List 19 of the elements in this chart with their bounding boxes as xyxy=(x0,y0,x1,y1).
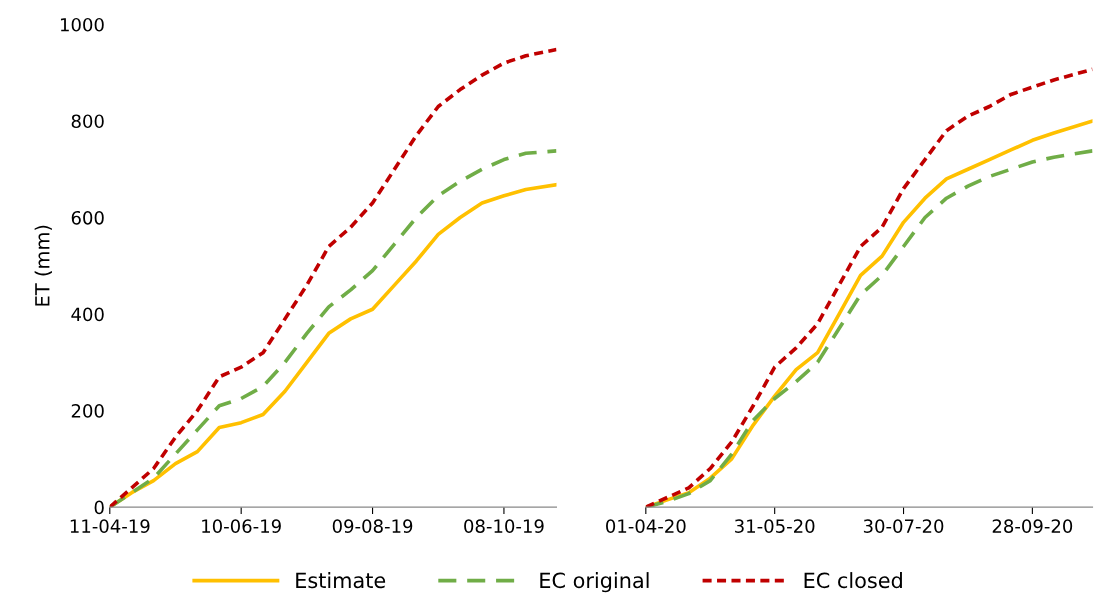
y-tick-label: 200 xyxy=(71,404,104,418)
y-axis-title: ET (mm) xyxy=(34,225,52,306)
legend-label: Estimate xyxy=(296,572,386,589)
x-tick-label: 11-04-19 xyxy=(70,519,150,533)
x-tick-label: 09-08-19 xyxy=(332,519,413,533)
legend-label: EC original xyxy=(540,572,649,593)
x-tick-label: 31-05-20 xyxy=(735,519,815,533)
x-tick-label: 08-10-19 xyxy=(464,519,544,533)
y-tick-label: 400 xyxy=(71,307,104,322)
y-tick-label: 0 xyxy=(94,500,104,515)
y-tick-label: 600 xyxy=(71,210,104,225)
x-tick-label: 30-07-20 xyxy=(863,519,944,533)
y-tick-label: 800 xyxy=(71,114,104,129)
x-tick-label: 10-06-19 xyxy=(202,519,281,533)
x-tick-label: 01-04-20 xyxy=(606,519,686,533)
x-tick-label: 28-09-20 xyxy=(992,519,1073,533)
legend-label: EC closed xyxy=(804,572,902,589)
y-tick-label: 1000 xyxy=(60,17,104,32)
line-series xyxy=(109,47,557,508)
